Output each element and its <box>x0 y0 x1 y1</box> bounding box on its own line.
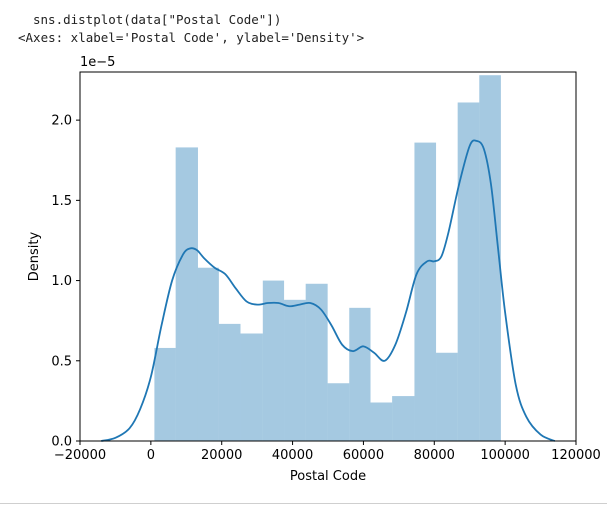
histogram-bar-10 <box>370 402 393 441</box>
histogram-bar-6 <box>284 299 306 441</box>
histogram-bar-11 <box>392 396 415 441</box>
y-axis-label: Density <box>27 231 42 281</box>
histogram-bar-0 <box>154 347 176 441</box>
histogram-bar-8 <box>327 383 350 441</box>
y-tick-label: 2.0 <box>51 114 72 129</box>
y-tick-label: 1.5 <box>51 194 72 209</box>
plot-frame <box>79 71 577 442</box>
x-tick-label: 80000 <box>414 448 455 463</box>
y-axis-ticks: 0.0 0.5 1.0 1.5 2.0 <box>51 114 80 450</box>
x-tick-label: 100000 <box>480 448 530 463</box>
histogram-bar-5 <box>262 280 285 441</box>
histogram-bar-7 <box>305 283 328 441</box>
y-tick-label: 0.5 <box>51 354 72 369</box>
y-scale-offset-label: 1e−5 <box>80 55 115 70</box>
x-tick-label: 40000 <box>272 448 313 463</box>
histogram-bar-3 <box>218 323 241 441</box>
histogram-bar-2 <box>197 267 219 441</box>
code-cell-input[interactable]: sns.distplot(data["Postal Code"]) <box>33 12 282 27</box>
x-tick-label: 120000 <box>551 448 601 463</box>
histogram-bars <box>154 75 501 442</box>
y-tick-label: 1.0 <box>51 274 72 289</box>
code-cell-output: <Axes: xlabel='Postal Code', ylabel='Den… <box>18 30 365 45</box>
histogram-bar-1 <box>175 147 198 441</box>
y-tick-label: 0.0 <box>51 435 72 450</box>
kde-curve <box>101 139 556 442</box>
x-tick-label: 60000 <box>343 448 384 463</box>
histogram-bar-14 <box>457 102 480 441</box>
histogram-bar-12 <box>414 142 437 441</box>
x-axis-label: Postal Code <box>290 469 366 484</box>
histogram-bar-4 <box>240 333 263 441</box>
x-axis-ticks: −20000 0 20000 40000 60000 80000 100000 120000 <box>54 441 601 463</box>
cell-divider <box>0 503 607 504</box>
x-tick-label: −20000 <box>54 448 106 463</box>
histogram-bar-9 <box>349 307 371 441</box>
histogram-bar-13 <box>436 352 458 441</box>
x-tick-label: 0 <box>147 448 155 463</box>
histogram-bar-15 <box>479 75 501 442</box>
kde-curve-layer <box>101 139 556 442</box>
x-tick-label: 20000 <box>201 448 242 463</box>
